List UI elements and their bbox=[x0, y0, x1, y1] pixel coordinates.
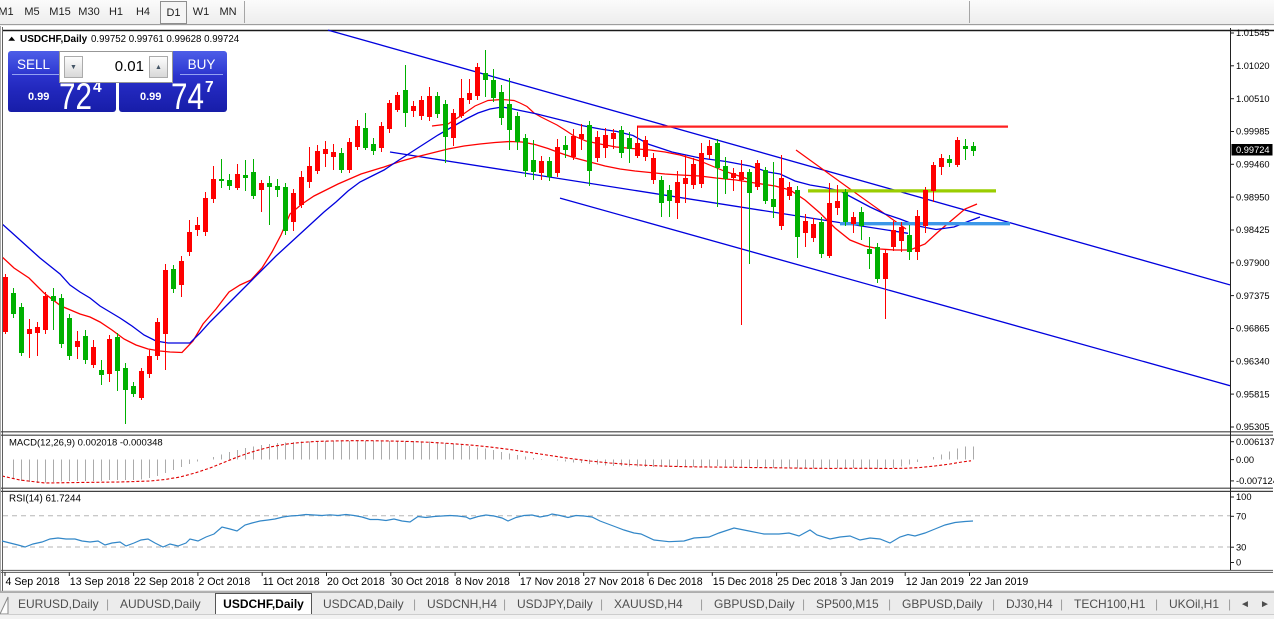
svg-text:0.96340: 0.96340 bbox=[1236, 357, 1270, 367]
svg-text:0.97900: 0.97900 bbox=[1236, 258, 1270, 268]
svg-text:0.98950: 0.98950 bbox=[1236, 192, 1270, 202]
svg-text:1.01020: 1.01020 bbox=[1236, 61, 1270, 71]
svg-text:13 Sep 2018: 13 Sep 2018 bbox=[70, 576, 130, 588]
svg-text:20 Oct 2018: 20 Oct 2018 bbox=[327, 576, 385, 588]
svg-text:0.99460: 0.99460 bbox=[1236, 160, 1270, 170]
svg-text:0.006137: 0.006137 bbox=[1236, 437, 1274, 447]
svg-text:0.95305: 0.95305 bbox=[1236, 422, 1270, 432]
svg-text:4 Sep 2018: 4 Sep 2018 bbox=[6, 576, 60, 588]
svg-text:0.99724: 0.99724 bbox=[1236, 145, 1270, 155]
svg-text:8 Nov 2018: 8 Nov 2018 bbox=[456, 576, 510, 588]
svg-text:22 Jan 2019: 22 Jan 2019 bbox=[970, 576, 1028, 588]
svg-text:15 Dec 2018: 15 Dec 2018 bbox=[713, 576, 773, 588]
svg-text:22 Sep 2018: 22 Sep 2018 bbox=[134, 576, 194, 588]
svg-text:RSI(14) 61.7244: RSI(14) 61.7244 bbox=[9, 494, 81, 505]
svg-text:USDCHF,Daily: USDCHF,Daily bbox=[20, 34, 88, 45]
svg-text:0.99985: 0.99985 bbox=[1236, 127, 1270, 137]
svg-text:12 Jan 2019: 12 Jan 2019 bbox=[906, 576, 964, 588]
svg-text:6 Dec 2018: 6 Dec 2018 bbox=[649, 576, 703, 588]
svg-text:3 Jan 2019: 3 Jan 2019 bbox=[841, 576, 894, 588]
svg-text:-0.0071242: -0.0071242 bbox=[1236, 476, 1274, 486]
svg-text:MACD(12,26,9) 0.002018 -0.0003: MACD(12,26,9) 0.002018 -0.000348 bbox=[9, 438, 163, 449]
svg-text:70: 70 bbox=[1236, 512, 1246, 522]
svg-text:0.95815: 0.95815 bbox=[1236, 389, 1270, 399]
svg-text:0.98425: 0.98425 bbox=[1236, 225, 1270, 235]
svg-text:30: 30 bbox=[1236, 542, 1246, 552]
svg-text:100: 100 bbox=[1236, 492, 1252, 502]
svg-text:30 Oct 2018: 30 Oct 2018 bbox=[391, 576, 449, 588]
svg-text:0.97375: 0.97375 bbox=[1236, 291, 1270, 301]
svg-text:1.01545: 1.01545 bbox=[1236, 28, 1270, 38]
svg-text:0: 0 bbox=[1236, 558, 1241, 568]
svg-text:0.96865: 0.96865 bbox=[1236, 324, 1270, 334]
svg-text:11 Oct 2018: 11 Oct 2018 bbox=[263, 576, 320, 588]
svg-text:0.00: 0.00 bbox=[1236, 455, 1254, 465]
svg-text:0.99752 0.99761 0.99628 0.9972: 0.99752 0.99761 0.99628 0.99724 bbox=[91, 34, 240, 45]
svg-text:17 Nov 2018: 17 Nov 2018 bbox=[520, 576, 580, 588]
svg-text:27 Nov 2018: 27 Nov 2018 bbox=[584, 576, 644, 588]
svg-text:25 Dec 2018: 25 Dec 2018 bbox=[777, 576, 837, 588]
svg-text:2 Oct 2018: 2 Oct 2018 bbox=[198, 576, 250, 588]
svg-text:1.00510: 1.00510 bbox=[1236, 94, 1270, 104]
